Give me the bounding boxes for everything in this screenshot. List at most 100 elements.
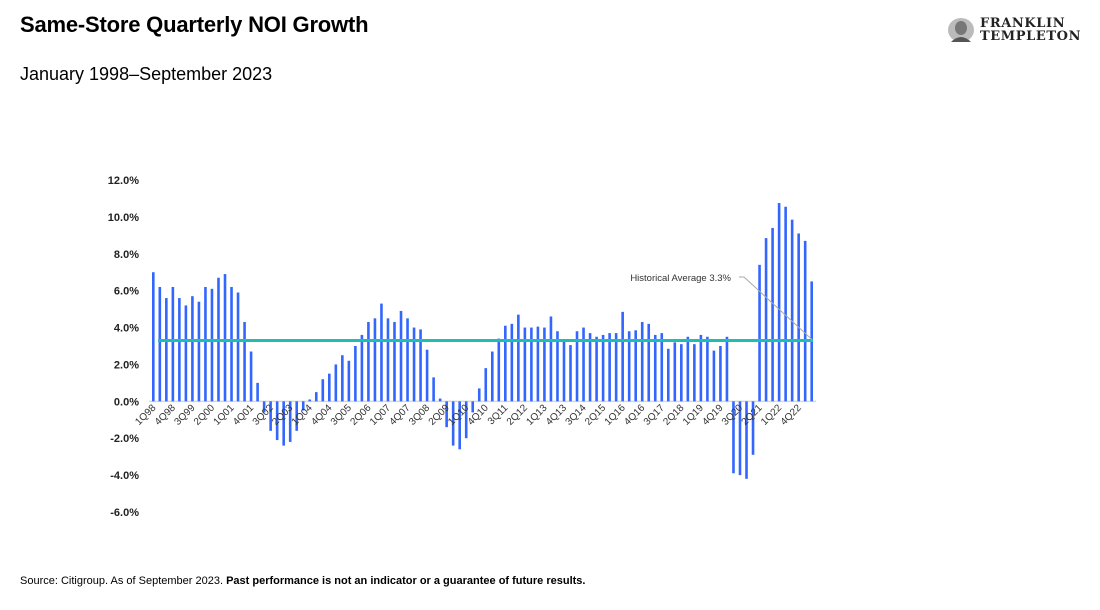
bar <box>706 336 709 402</box>
bar <box>269 401 272 431</box>
bar <box>236 292 240 402</box>
portrait-icon <box>948 18 974 42</box>
bar <box>497 338 501 402</box>
bar <box>758 264 761 402</box>
bar <box>197 301 201 402</box>
bar <box>471 401 475 413</box>
bar <box>354 346 357 402</box>
y-tick-label: 10.0% <box>108 212 139 224</box>
x-tick-label: 4Q22 <box>779 402 804 427</box>
bar <box>582 327 585 402</box>
bar <box>719 346 722 402</box>
bar <box>614 333 618 402</box>
x-tick-label: 4Q98 <box>153 402 178 427</box>
bar <box>490 351 494 402</box>
bar <box>445 401 448 428</box>
bar <box>536 326 540 402</box>
y-tick-label: -2.0% <box>110 433 139 445</box>
chart-subtitle: January 1998–September 2023 <box>20 64 273 84</box>
bar <box>477 388 481 402</box>
logo-line-2: TEMPLETON <box>980 29 1082 44</box>
x-tick-label: 4Q04 <box>309 402 334 427</box>
bar <box>393 322 396 402</box>
x-tick-label: 1Q19 <box>681 402 706 427</box>
average-leader-line <box>739 276 813 340</box>
bar <box>640 322 644 402</box>
bar <box>171 286 175 402</box>
disclaimer-text: Past performance is not an indicator or … <box>226 575 586 587</box>
bar <box>373 318 377 402</box>
bar <box>438 398 442 402</box>
x-tick-label: 4Q10 <box>466 402 491 427</box>
bar <box>314 392 318 402</box>
bar <box>510 323 514 402</box>
bar <box>653 334 657 402</box>
bar <box>673 342 677 402</box>
bar <box>530 327 533 402</box>
bar <box>764 238 768 402</box>
bar <box>569 345 572 402</box>
x-tick-label: 4Q07 <box>388 402 413 427</box>
bar <box>308 399 312 402</box>
x-tick-label: 4Q16 <box>622 402 647 427</box>
source-footnote: Source: Citigroup. As of September 2023.… <box>20 575 585 587</box>
x-tick-label: 3Q11 <box>486 402 511 427</box>
bar <box>243 322 246 402</box>
x-tick-label: 1Q01 <box>212 402 237 427</box>
x-tick-label: 2Q00 <box>192 402 217 427</box>
bar <box>412 327 416 402</box>
bar <box>745 401 748 479</box>
bar <box>738 401 742 476</box>
x-tick-label: 1Q22 <box>759 402 784 427</box>
bar <box>549 316 553 402</box>
bar <box>321 379 325 402</box>
bar <box>627 331 631 402</box>
bar <box>256 382 259 402</box>
bar <box>432 377 435 402</box>
y-tick-label: 0.0% <box>114 396 139 408</box>
bar <box>399 310 403 402</box>
bar <box>608 333 611 402</box>
y-tick-label: -6.0% <box>110 507 139 519</box>
bar <box>178 298 181 402</box>
bar <box>575 331 579 402</box>
x-tick-label: 2Q06 <box>348 402 373 427</box>
x-tick-label: 4Q19 <box>700 402 725 427</box>
x-tick-label: 2Q09 <box>427 402 452 427</box>
x-tick-label: 1Q16 <box>603 402 628 427</box>
bar <box>771 227 774 402</box>
x-tick-label: 2Q15 <box>583 402 608 427</box>
bar <box>523 327 527 402</box>
bar <box>223 274 227 402</box>
bar <box>621 311 624 402</box>
bar <box>601 334 605 402</box>
y-tick-label: 6.0% <box>114 286 139 298</box>
bar <box>262 401 266 413</box>
bar <box>204 286 207 402</box>
x-tick-label: 1Q07 <box>368 402 393 427</box>
average-annotation: Historical Average 3.3% <box>630 273 731 284</box>
bar <box>230 286 233 402</box>
bar <box>562 340 566 402</box>
bar <box>249 351 253 402</box>
bar <box>543 327 546 402</box>
bar <box>341 355 344 402</box>
chart-title: Same-Store Quarterly NOI Growth <box>20 12 369 37</box>
bar <box>464 401 468 439</box>
x-tick-label: 1Q13 <box>524 402 549 427</box>
bar <box>647 323 651 402</box>
bar <box>517 314 520 402</box>
bar <box>184 305 188 402</box>
bar <box>158 286 162 402</box>
bar <box>360 334 364 402</box>
bar <box>693 344 696 402</box>
bar <box>295 401 299 431</box>
y-tick-label: 12.0% <box>108 175 139 187</box>
bar <box>301 401 305 411</box>
bar <box>595 336 598 402</box>
bar <box>458 401 461 450</box>
bar <box>666 348 670 402</box>
x-tick-label: 1Q04 <box>290 402 315 427</box>
x-tick-label: 4Q13 <box>544 402 569 427</box>
